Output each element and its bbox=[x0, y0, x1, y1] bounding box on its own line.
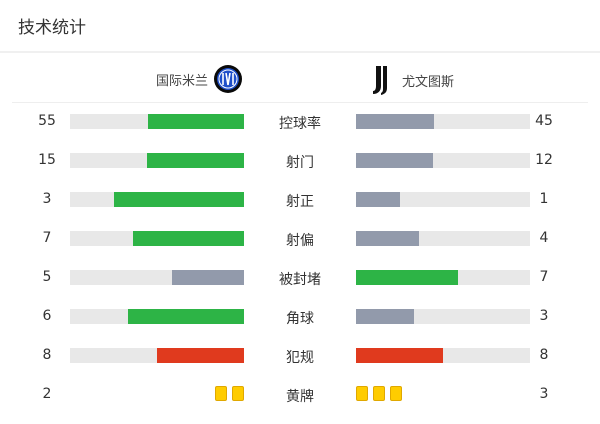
home-bar bbox=[70, 309, 244, 324]
home-team-name: 国际米兰 bbox=[155, 73, 208, 89]
away-bar-fill bbox=[356, 348, 443, 363]
away-bar-fill bbox=[356, 153, 434, 168]
home-bar bbox=[70, 114, 244, 129]
yellow-card-icon bbox=[215, 386, 227, 401]
away-team-name: 尤文图斯 bbox=[402, 74, 455, 90]
away-bar bbox=[356, 153, 530, 168]
home-bar bbox=[70, 270, 244, 285]
divider bbox=[12, 102, 588, 103]
home-bar-fill bbox=[128, 309, 244, 324]
yellow-card-icon bbox=[373, 386, 385, 401]
yellow-card-icon bbox=[390, 386, 402, 401]
stat-label: 黄牌 bbox=[286, 389, 314, 405]
stat-row: 8 犯规 8 bbox=[0, 346, 600, 366]
away-bar bbox=[356, 309, 530, 324]
home-value: 8 bbox=[42, 347, 52, 363]
home-value: 2 bbox=[42, 386, 52, 402]
page-title: 技术统计 bbox=[18, 18, 86, 38]
home-value: 15 bbox=[38, 152, 56, 168]
away-value: 3 bbox=[539, 308, 549, 324]
stat-row: 7 射偏 4 bbox=[0, 229, 600, 249]
divider bbox=[0, 51, 600, 53]
home-bar-fill bbox=[171, 270, 244, 285]
stat-label: 射门 bbox=[286, 155, 314, 171]
away-value: 3 bbox=[539, 386, 549, 402]
away-value: 7 bbox=[539, 269, 549, 285]
away-bar-fill bbox=[356, 114, 435, 129]
stat-row: 15 射门 12 bbox=[0, 151, 600, 171]
home-bar bbox=[70, 231, 244, 246]
home-bar-fill bbox=[147, 153, 244, 168]
away-value: 8 bbox=[539, 347, 549, 363]
home-yellow-cards bbox=[215, 386, 244, 401]
away-yellow-cards bbox=[356, 386, 402, 401]
home-bar-fill bbox=[157, 348, 244, 363]
stat-label: 被封堵 bbox=[279, 272, 321, 288]
stat-label: 犯规 bbox=[286, 350, 314, 366]
home-bar-fill bbox=[148, 114, 244, 129]
home-value: 5 bbox=[42, 269, 52, 285]
away-value: 12 bbox=[535, 152, 553, 168]
home-value: 7 bbox=[42, 230, 52, 246]
home-bar bbox=[70, 153, 244, 168]
yellow-card-row: 2 黄牌 3 bbox=[0, 385, 600, 405]
stat-label: 射正 bbox=[286, 194, 314, 210]
inter-milan-logo-icon bbox=[214, 65, 242, 93]
home-value: 3 bbox=[42, 191, 52, 207]
juventus-logo-icon bbox=[373, 66, 387, 95]
home-value: 6 bbox=[42, 308, 52, 324]
stat-label: 射偏 bbox=[286, 233, 314, 249]
yellow-card-icon bbox=[356, 386, 368, 401]
stat-label: 控球率 bbox=[279, 116, 321, 132]
stat-label: 角球 bbox=[286, 311, 314, 327]
home-bar-fill bbox=[113, 192, 244, 207]
home-bar bbox=[70, 348, 244, 363]
away-bar bbox=[356, 231, 530, 246]
away-value: 1 bbox=[539, 191, 549, 207]
away-bar-fill bbox=[356, 192, 400, 207]
away-bar-fill bbox=[356, 270, 458, 285]
home-team[interactable]: 国际米兰 bbox=[156, 64, 243, 94]
away-team[interactable]: 尤文图斯 bbox=[370, 64, 454, 96]
away-bar-fill bbox=[356, 309, 414, 324]
away-bar bbox=[356, 270, 530, 285]
stat-row: 3 射正 1 bbox=[0, 190, 600, 210]
home-value: 55 bbox=[38, 113, 56, 129]
stat-row: 55 控球率 45 bbox=[0, 112, 600, 132]
away-bar-fill bbox=[356, 231, 420, 246]
away-value: 4 bbox=[539, 230, 549, 246]
away-bar bbox=[356, 192, 530, 207]
away-value: 45 bbox=[535, 113, 553, 129]
away-bar bbox=[356, 348, 530, 363]
home-bar-fill bbox=[133, 231, 244, 246]
away-bar bbox=[356, 114, 530, 129]
home-bar bbox=[70, 192, 244, 207]
yellow-card-icon bbox=[232, 386, 244, 401]
stat-row: 6 角球 3 bbox=[0, 307, 600, 327]
stat-row: 5 被封堵 7 bbox=[0, 268, 600, 288]
